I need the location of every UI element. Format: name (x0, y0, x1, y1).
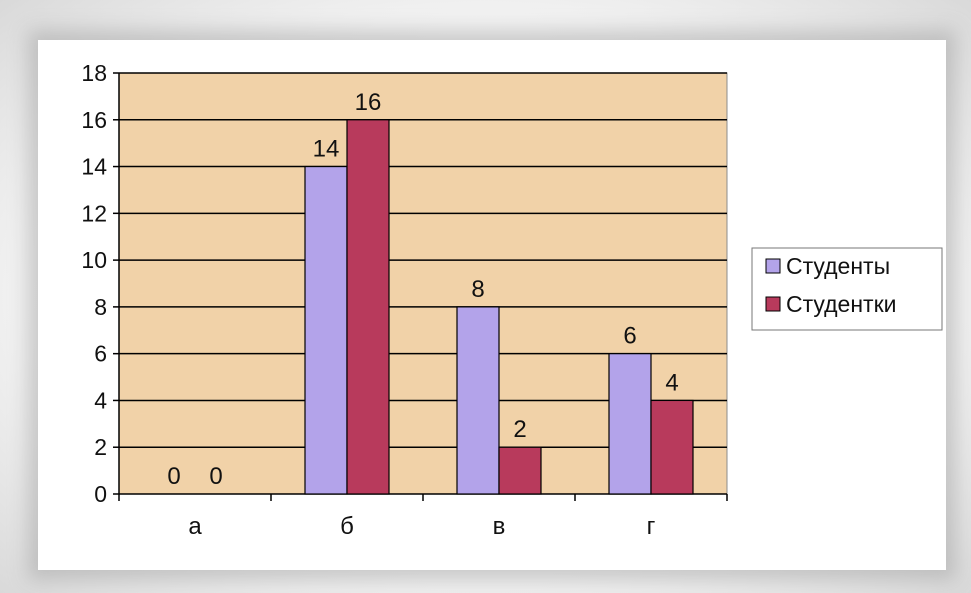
data-label: 0 (167, 463, 180, 490)
bar-students (456, 306, 500, 495)
bar-female-students (498, 446, 542, 495)
bar-students (304, 165, 348, 495)
y-tick-label: 16 (81, 107, 107, 133)
bar-female-students (650, 399, 694, 495)
y-tick-label: 12 (81, 200, 107, 226)
data-label: 4 (665, 369, 678, 396)
bar-female-students (346, 119, 390, 495)
y-tick-label: 10 (81, 247, 107, 273)
category-label: б (340, 513, 354, 540)
legend-label: Студенты (786, 253, 890, 279)
data-label: 8 (471, 276, 484, 303)
y-tick-label: 18 (81, 60, 107, 86)
legend-box (751, 247, 943, 331)
data-label: 14 (313, 136, 340, 163)
bar-students (608, 353, 652, 495)
data-label: 2 (513, 416, 526, 443)
y-tick-label: 14 (81, 154, 107, 180)
y-tick-label: 2 (94, 434, 107, 460)
y-tick-label: 8 (94, 294, 107, 320)
data-label: 0 (209, 463, 222, 490)
legend-swatch (765, 258, 781, 274)
legend-swatch (765, 296, 781, 312)
data-label: 16 (355, 89, 382, 116)
category-label: а (188, 513, 202, 540)
y-tick-label: 0 (94, 481, 107, 507)
data-label: 6 (623, 323, 636, 350)
y-tick-label: 6 (94, 341, 107, 367)
legend-label: Студентки (786, 291, 897, 317)
category-label: в (493, 513, 506, 540)
category-label: г (647, 513, 656, 540)
y-tick-label: 4 (94, 387, 107, 413)
